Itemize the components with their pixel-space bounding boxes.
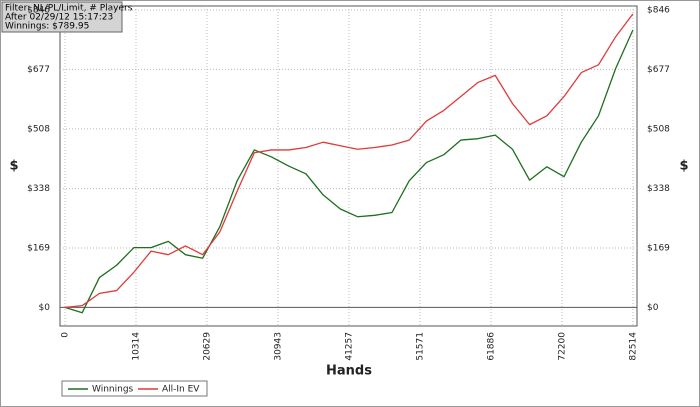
y-tick-label: $338 [27,184,50,194]
x-tick-label: 0 [61,332,71,338]
y-tick-label: $846 [27,6,50,16]
info-line: After 02/29/12 15:17:23 [5,13,113,23]
y-tick-label: $0 [39,303,51,313]
info-box: Filter: NL/PL/Limit, # Players After 02/… [1,1,133,33]
y-axis-label-right: $ [679,159,688,174]
legend-label: Winnings [92,385,134,395]
y-tick-label-right: $169 [647,244,670,254]
y-tick-label: $169 [27,244,50,254]
legend-box [61,380,208,397]
y-tick-label-right: $846 [647,6,670,16]
y-tick-label-right: $677 [647,65,670,75]
legend-label: All-In EV [162,385,200,395]
y-tick-label-right: $508 [647,124,670,134]
y-tick-label: $508 [27,124,50,134]
y-tick-label-right: $338 [647,184,670,194]
x-tick-label: 30943 [274,332,284,361]
series-line [64,29,634,314]
x-tick-label: 72200 [558,332,568,361]
y-tick-label: $677 [27,65,50,75]
info-line: Filter: NL/PL/Limit, # Players [5,4,133,14]
series-line [64,13,634,309]
y-tick-label-right: $0 [647,303,659,313]
y-axis-label: $ [9,159,18,174]
x-axis-label: Hands [326,364,372,379]
x-tick-label: 61886 [487,332,497,361]
x-tick-label: 41257 [345,332,355,361]
x-tick-label: 20629 [203,332,213,361]
info-line: Winnings: $789.95 [5,22,89,32]
x-tick-label: 82514 [629,332,639,361]
x-tick-label: 51571 [415,332,425,361]
info-background [1,1,123,33]
x-tick-label: 10314 [131,332,141,361]
